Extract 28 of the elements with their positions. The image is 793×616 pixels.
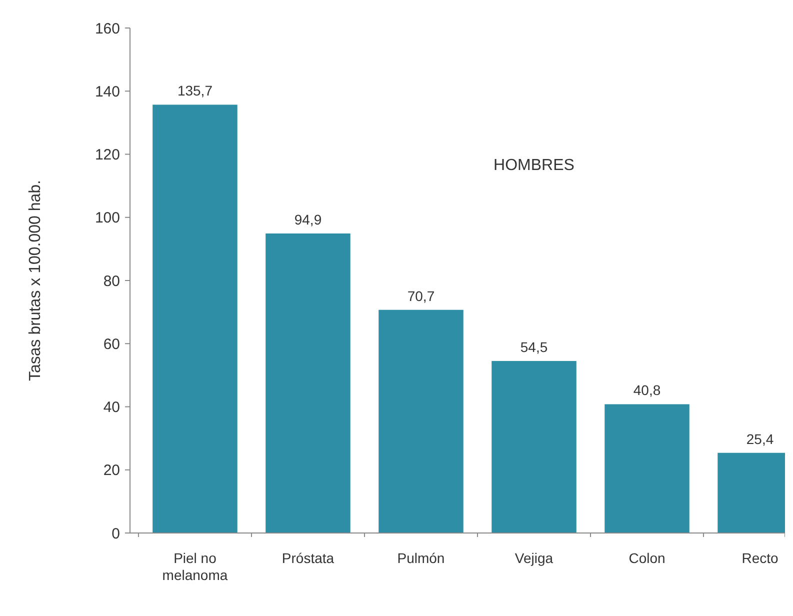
data-label: 54,5: [520, 338, 548, 355]
data-label: 135,7: [177, 82, 213, 99]
x-tick-label: Piel no melanoma: [162, 550, 228, 583]
data-label: 94,9: [294, 211, 322, 228]
bar: [152, 104, 238, 533]
x-tick-label: Pulmón: [397, 550, 445, 566]
annotation: HOMBRES: [494, 157, 574, 174]
bar: [492, 360, 576, 533]
bar: [266, 233, 350, 533]
bar: [378, 310, 464, 533]
y-tick-label: 40: [103, 399, 120, 416]
y-axis-title: Tasas brutas x 100.000 hab.: [27, 180, 44, 382]
x-tick-label: Recto: [742, 550, 779, 566]
data-label: 25,4: [746, 430, 774, 447]
x-tick-label: Colon: [628, 550, 666, 566]
y-tick-label: 120: [94, 146, 120, 164]
data-label: 70,7: [407, 288, 435, 304]
data-label: 40,8: [633, 382, 661, 398]
y-tick-label: 100: [94, 210, 120, 227]
y-tick-label: 20: [103, 462, 120, 480]
y-tick-label: 160: [94, 20, 120, 38]
y-tick-label: 60: [103, 336, 120, 353]
x-tick-label: Próstata: [282, 550, 334, 566]
y-tick-label: 0: [112, 525, 120, 542]
y-tick-label: 140: [94, 83, 120, 100]
y-tick-label: 80: [103, 272, 120, 290]
x-tick-label: Vejiga: [514, 550, 554, 566]
bar: [604, 404, 690, 533]
